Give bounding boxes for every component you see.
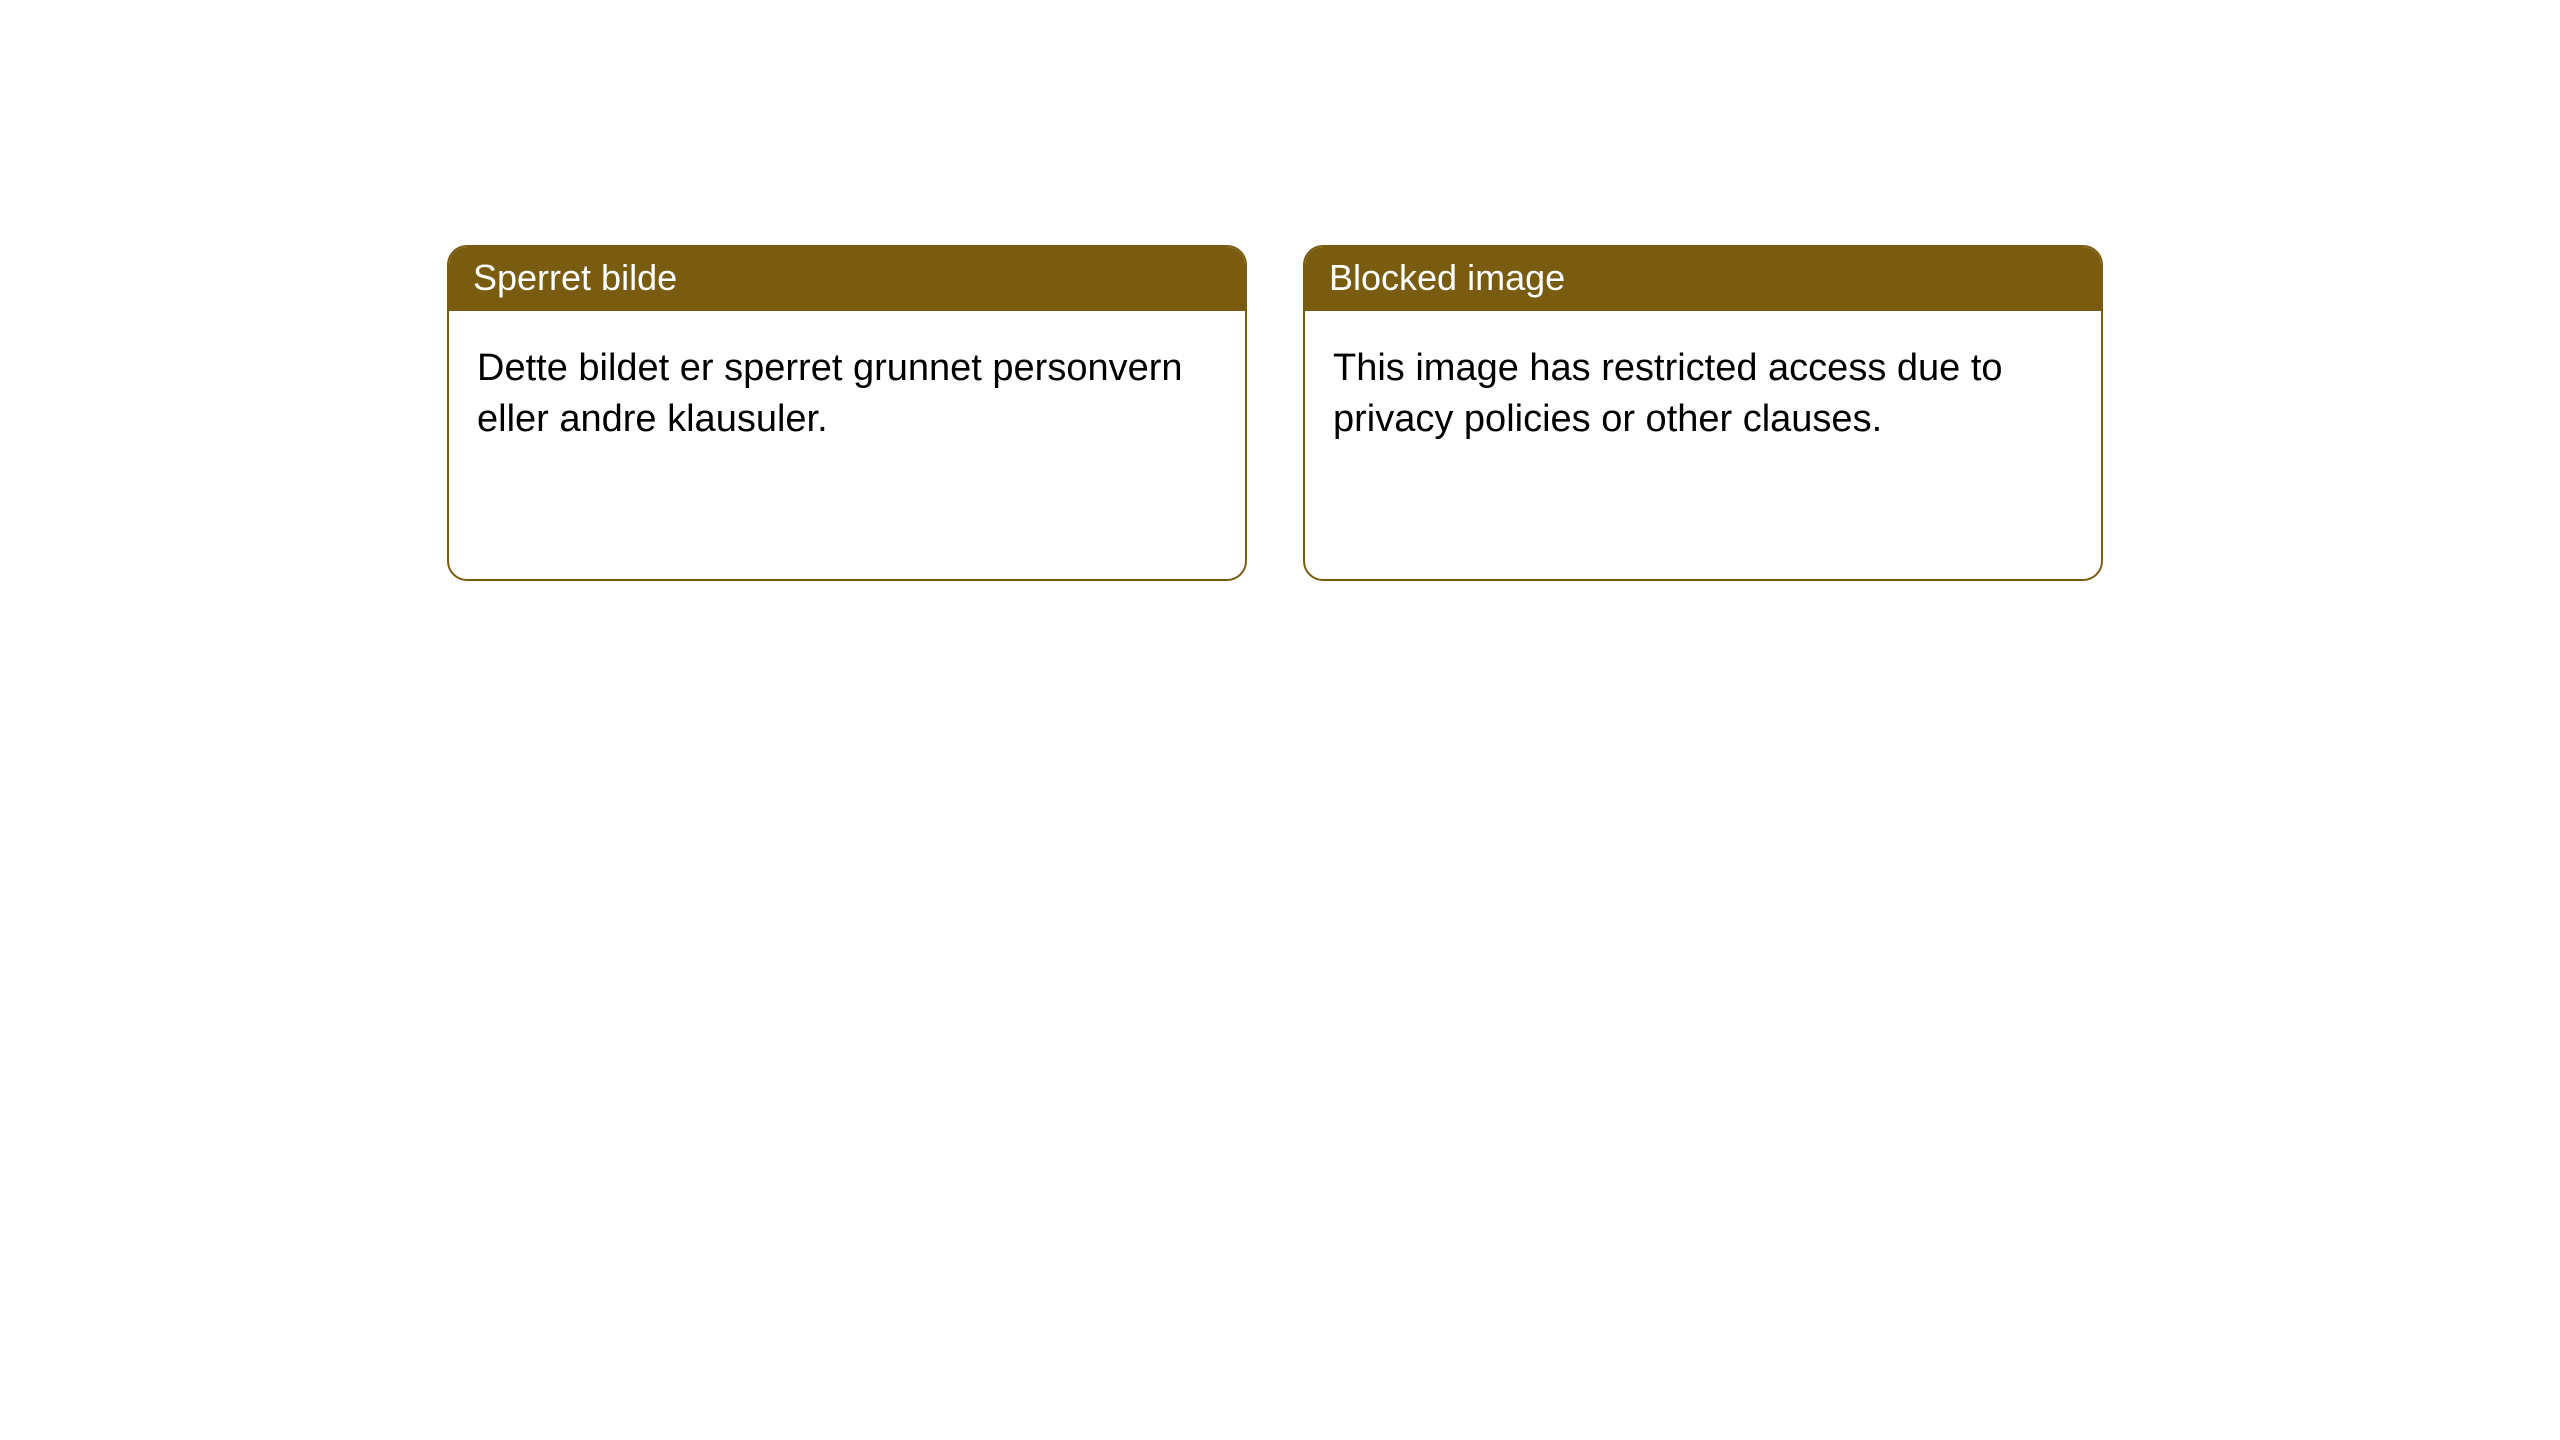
- blocked-image-card-en: Blocked image This image has restricted …: [1303, 245, 2103, 581]
- card-title-en: Blocked image: [1305, 247, 2101, 311]
- notice-container: Sperret bilde Dette bildet er sperret gr…: [0, 0, 2560, 581]
- card-body-en: This image has restricted access due to …: [1305, 311, 2101, 579]
- card-body-text-no: Dette bildet er sperret grunnet personve…: [477, 343, 1217, 446]
- card-body-no: Dette bildet er sperret grunnet personve…: [449, 311, 1245, 579]
- card-title-no: Sperret bilde: [449, 247, 1245, 311]
- card-body-text-en: This image has restricted access due to …: [1333, 343, 2073, 446]
- blocked-image-card-no: Sperret bilde Dette bildet er sperret gr…: [447, 245, 1247, 581]
